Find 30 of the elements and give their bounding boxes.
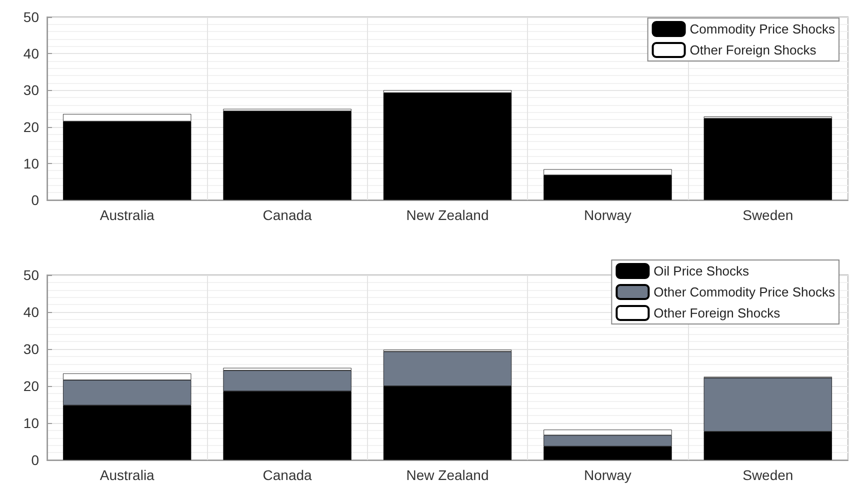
x-tick-label: Canada <box>262 207 312 223</box>
y-tick-label: 0 <box>31 192 40 208</box>
legend-label: Other Foreign Shocks <box>690 42 817 58</box>
y-tick-label: 20 <box>23 118 40 135</box>
bar <box>704 118 832 200</box>
bar <box>223 111 352 200</box>
y-tick-label: 10 <box>23 415 40 431</box>
x-tick-label: Sweden <box>742 207 794 223</box>
x-tick-label: Norway <box>584 207 632 223</box>
y-tick-label: 30 <box>23 341 40 357</box>
legend-label: Commodity Price Shocks <box>690 22 836 36</box>
x-tick-label: Norway <box>584 467 632 483</box>
x-tick-label: Australia <box>100 207 155 223</box>
x-tick-label: New Zealand <box>406 207 489 223</box>
legend-label: Other Foreign Shocks <box>654 306 781 320</box>
legend-label: Oil Price Shocks <box>654 264 750 278</box>
x-tick-label: Canada <box>262 467 312 483</box>
y-tick-label: 0 <box>31 452 40 468</box>
bar <box>383 92 512 200</box>
y-tick-label: 40 <box>23 304 40 320</box>
x-tick-label: Australia <box>100 467 155 483</box>
x-tick-label: New Zealand <box>406 467 489 483</box>
y-tick-label: 30 <box>23 82 40 98</box>
y-tick-label: 50 <box>23 267 40 283</box>
y-tick-label: 50 <box>23 9 40 25</box>
y-tick-label: 20 <box>23 378 40 394</box>
y-tick-label: 10 <box>23 155 40 172</box>
y-tick-label: 40 <box>23 46 40 62</box>
x-tick-label: Sweden <box>742 467 794 483</box>
legend-label: Other Commodity Price Shocks <box>654 284 836 300</box>
